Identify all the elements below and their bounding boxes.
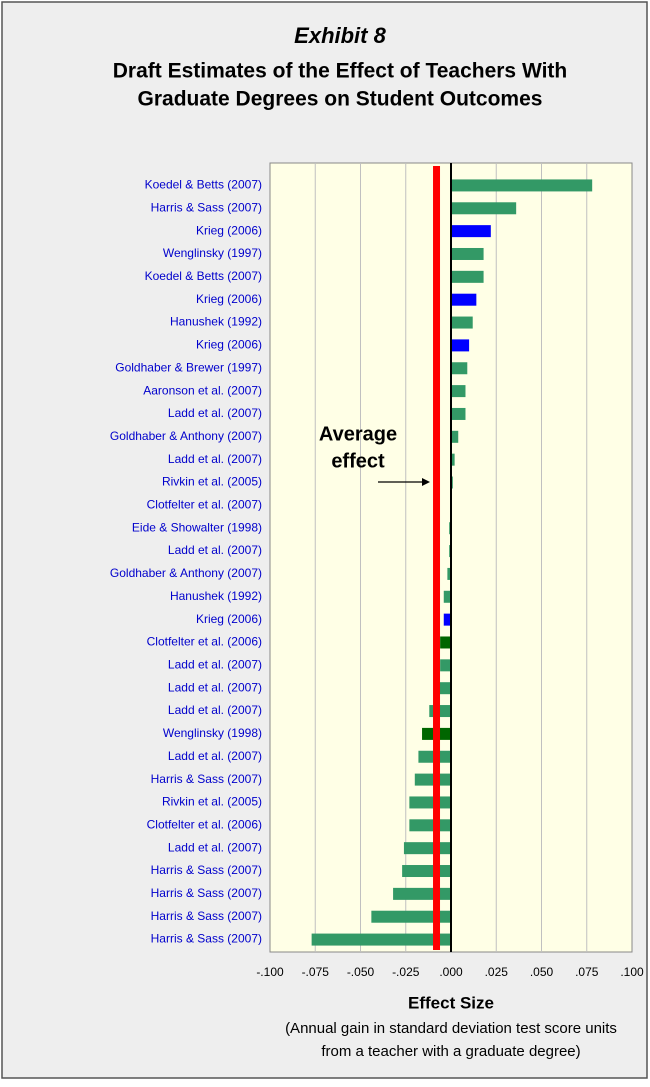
y-tick-label: Harris & Sass (2007): [151, 909, 262, 923]
y-tick-label: Ladd et al. (2007): [168, 543, 262, 557]
y-tick-label: Ladd et al. (2007): [168, 406, 262, 420]
y-tick-label: Krieg (2006): [196, 338, 262, 352]
y-tick-label: Koedel & Betts (2007): [145, 178, 262, 192]
x-tick-label: .025: [485, 965, 509, 979]
bar: [451, 179, 593, 192]
annotation: effect: [331, 450, 385, 472]
chart-subtitle: Draft Estimates of the Effect of Teacher…: [113, 60, 568, 83]
x-axis-note: (Annual gain in standard deviation test …: [285, 1020, 617, 1037]
y-tick-label: Ladd et al. (2007): [168, 452, 262, 466]
bar: [451, 339, 470, 352]
annotation-arrowhead: [422, 478, 430, 486]
y-tick-label: Rivkin et al. (2005): [162, 475, 262, 489]
y-tick-label: Goldhaber & Brewer (1997): [115, 360, 262, 374]
y-tick-label: Hanushek (1992): [170, 589, 262, 603]
y-tick-label: Harris & Sass (2007): [151, 772, 262, 786]
x-tick-label: .000: [439, 965, 463, 979]
bar: [447, 567, 451, 580]
y-tick-label: Clotfelter et al. (2006): [147, 817, 262, 831]
x-axis-note: from a teacher with a graduate degree): [321, 1043, 580, 1060]
y-tick-label: Rivkin et al. (2005): [162, 795, 262, 809]
y-tick-label: Ladd et al. (2007): [168, 703, 262, 717]
bar: [429, 705, 451, 718]
y-tick-label: Harris & Sass (2007): [151, 863, 262, 877]
bar: [451, 362, 468, 375]
y-tick-label: Ladd et al. (2007): [168, 840, 262, 854]
y-tick-label: Harris & Sass (2007): [151, 932, 262, 946]
bar: [440, 659, 451, 672]
bar: [371, 910, 451, 923]
bar: [451, 247, 484, 260]
bar: [451, 430, 459, 443]
x-tick-label: .075: [575, 965, 599, 979]
x-tick-label: .050: [530, 965, 554, 979]
x-tick-label: .100: [620, 965, 644, 979]
bar: [402, 865, 451, 878]
bar: [451, 385, 466, 398]
y-tick-label: Clotfelter et al. (2007): [147, 498, 262, 512]
bar: [451, 453, 455, 466]
bar: [409, 796, 451, 809]
y-tick-label: Ladd et al. (2007): [168, 749, 262, 763]
bar: [451, 202, 517, 215]
y-tick-label: Krieg (2006): [196, 223, 262, 237]
y-tick-label: Goldhaber & Anthony (2007): [110, 429, 262, 443]
x-tick-label: -.025: [392, 965, 420, 979]
y-tick-label: Wenglinsky (1998): [163, 726, 262, 740]
bar: [451, 225, 491, 238]
y-tick-label: Goldhaber & Anthony (2007): [110, 566, 262, 580]
y-tick-label: Krieg (2006): [196, 292, 262, 306]
bar: [409, 819, 451, 832]
bar: [443, 613, 451, 626]
x-axis-label: Effect Size: [408, 993, 494, 1012]
bar: [311, 933, 451, 946]
bar: [451, 316, 473, 329]
x-tick-label: -.050: [347, 965, 375, 979]
chart-subtitle: Graduate Degrees on Student Outcomes: [138, 88, 543, 111]
y-tick-label: Koedel & Betts (2007): [145, 269, 262, 283]
y-tick-label: Ladd et al. (2007): [168, 680, 262, 694]
chart-title: Exhibit 8: [294, 23, 386, 48]
y-tick-label: Harris & Sass (2007): [151, 200, 262, 214]
bar: [440, 636, 451, 649]
bar: [403, 842, 451, 855]
y-tick-label: Hanushek (1992): [170, 315, 262, 329]
y-tick-label: Ladd et al. (2007): [168, 658, 262, 672]
bar: [451, 293, 477, 306]
x-tick-label: -.100: [256, 965, 284, 979]
y-tick-label: Harris & Sass (2007): [151, 886, 262, 900]
bar: [443, 590, 451, 603]
x-tick-label: -.075: [302, 965, 330, 979]
bar: [393, 887, 451, 900]
y-tick-label: Aaronson et al. (2007): [143, 383, 262, 397]
y-tick-label: Clotfelter et al. (2006): [147, 635, 262, 649]
bar: [451, 407, 466, 420]
y-tick-label: Eide & Showalter (1998): [132, 520, 262, 534]
annotation: Average: [319, 423, 397, 445]
y-tick-label: Wenglinsky (1997): [163, 246, 262, 260]
bar: [414, 773, 451, 786]
bar: [451, 270, 484, 283]
y-tick-label: Krieg (2006): [196, 612, 262, 626]
